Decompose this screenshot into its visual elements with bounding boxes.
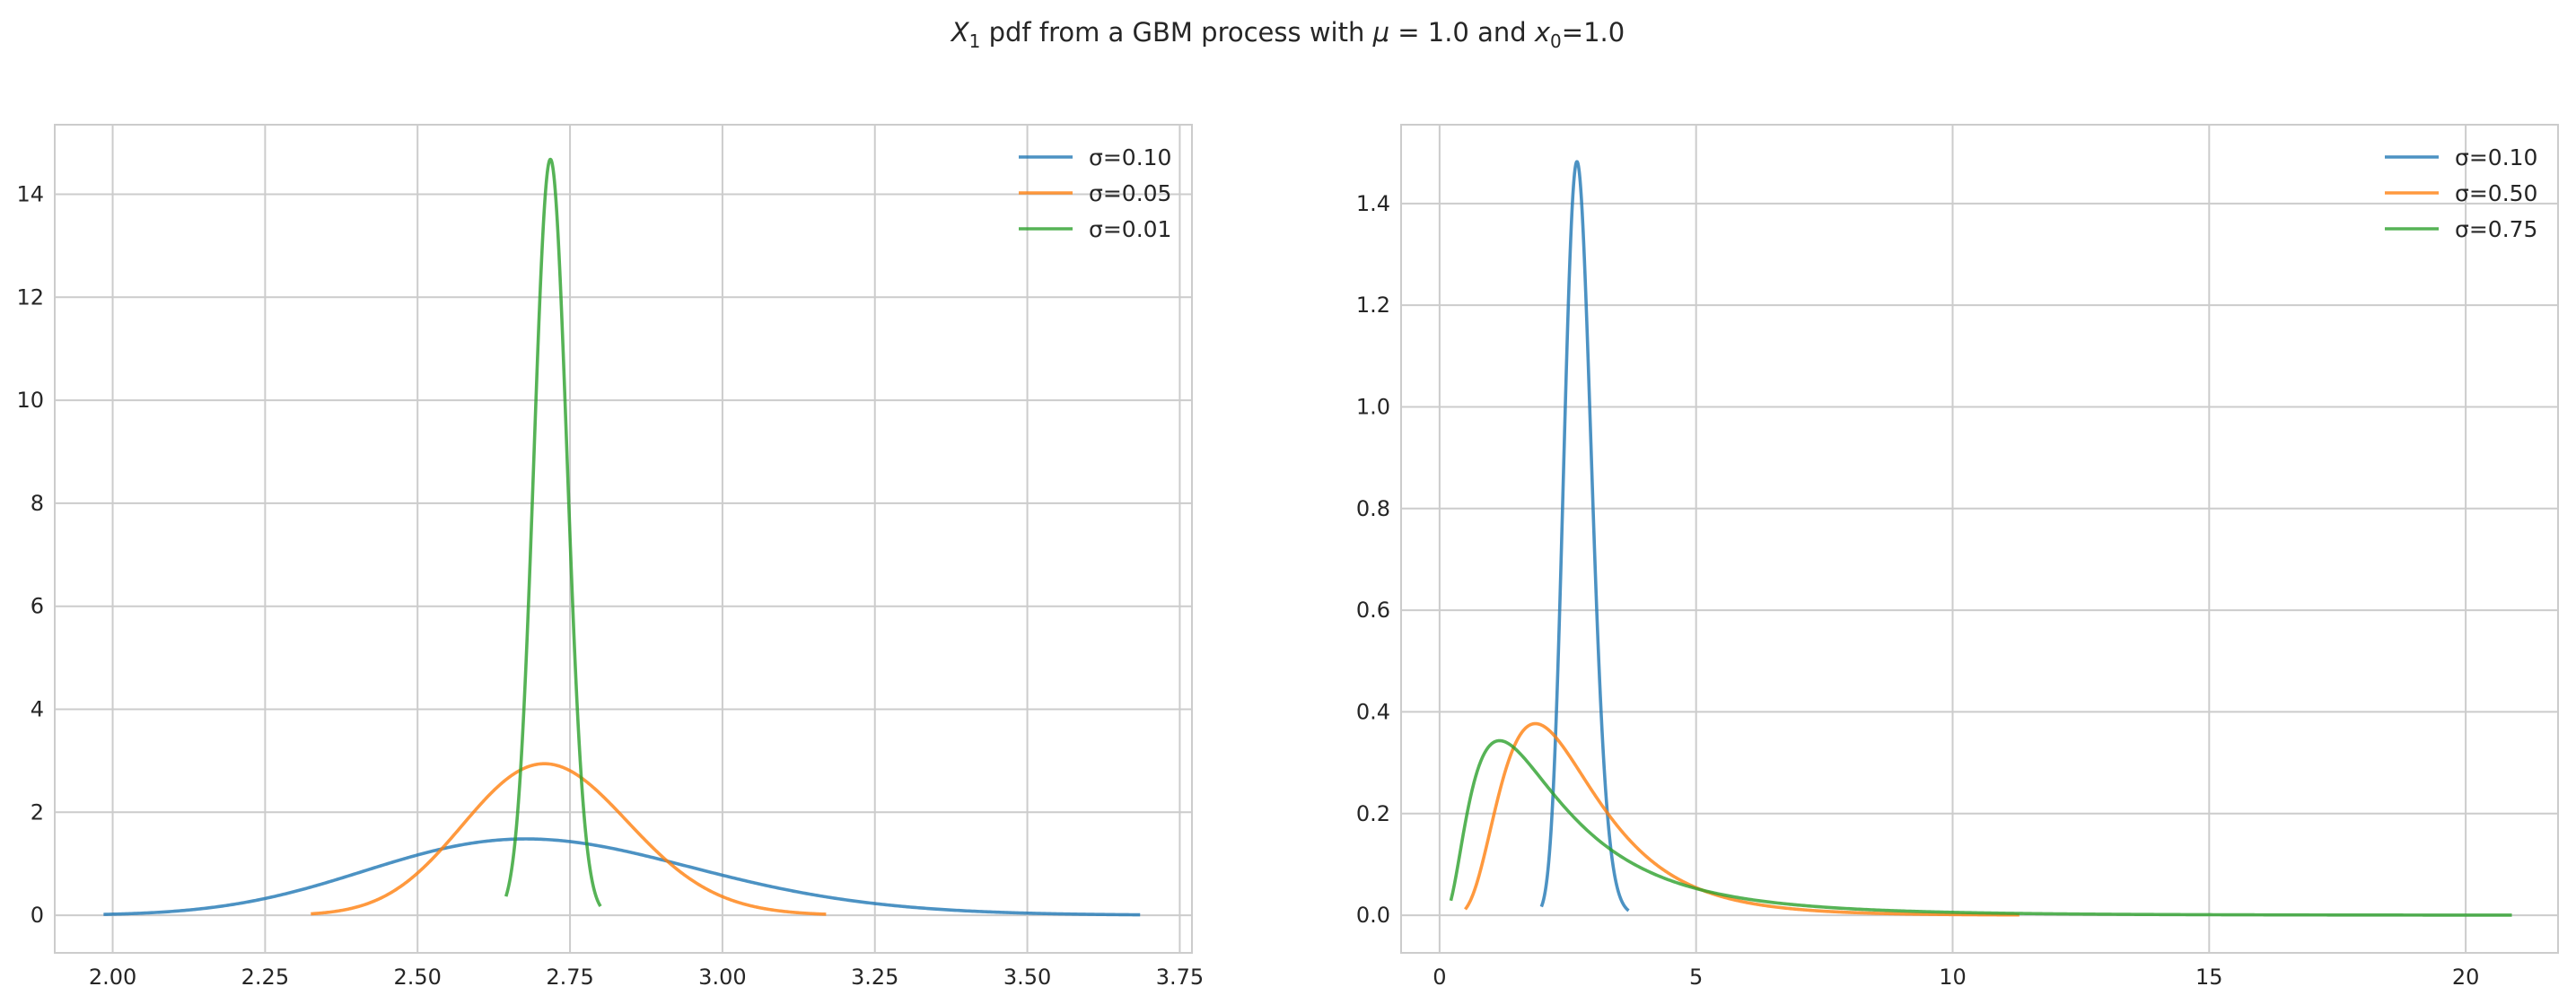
x-tick-label: 3.25 xyxy=(851,965,898,990)
legend-label-0: σ=0.10 xyxy=(2455,144,2537,170)
legend-label-2: σ=0.01 xyxy=(1089,216,1171,242)
x-tick-label: 3.75 xyxy=(1156,965,1204,990)
series-line-1 xyxy=(1464,721,2020,917)
y-tick-label: 0.8 xyxy=(1356,496,1390,521)
series-line-2 xyxy=(1449,738,2512,917)
series-line-0 xyxy=(1539,160,1631,912)
title-x: x xyxy=(1534,17,1551,48)
x-tick-label: 2.25 xyxy=(241,965,289,990)
left-chart-panel: 2.00 2.25 2.50 2.75 3.00 3.25 3.50 3.75 0 2 4 6 8 10 1… xyxy=(16,124,1204,990)
title-var: X xyxy=(950,17,970,48)
series-line-0 xyxy=(103,837,1141,917)
y-tick-label: 0.0 xyxy=(1356,903,1390,928)
axes-frame xyxy=(1400,124,2559,954)
x-tick-label: 2.75 xyxy=(546,965,593,990)
legend-label-0: σ=0.10 xyxy=(1089,144,1171,170)
y-tick-label: 0 xyxy=(31,903,44,928)
title-x-sub: 0 xyxy=(1550,31,1562,52)
x-tick-label: 3.50 xyxy=(1003,965,1051,990)
title-sub: 1 xyxy=(969,31,981,52)
y-tick-label: 1.2 xyxy=(1356,292,1390,318)
legend-label-2: σ=0.75 xyxy=(2455,216,2537,242)
x-tick-label: 15 xyxy=(2195,965,2223,990)
series-line-1 xyxy=(310,762,828,916)
y-tick-label: 10 xyxy=(16,388,44,413)
y-tick-label: 8 xyxy=(31,491,44,516)
x-tick-label: 2.00 xyxy=(89,965,136,990)
series-line-2 xyxy=(504,157,602,908)
figure-title: X1 pdf from a GBM process with μ = 1.0 a… xyxy=(950,17,1625,52)
title-x-val: =1.0 xyxy=(1562,17,1625,48)
y-tick-label: 1.4 xyxy=(1356,191,1390,216)
x-tick-label: 5 xyxy=(1689,965,1703,990)
x-tick-label: 20 xyxy=(2452,965,2480,990)
legend-label-1: σ=0.50 xyxy=(2455,180,2537,206)
y-tick-label: 0.6 xyxy=(1356,598,1390,623)
x-tick-label: 0 xyxy=(1433,965,1446,990)
y-tick-label: 14 xyxy=(16,181,44,206)
title-mu-val: = 1.0 and xyxy=(1389,17,1535,48)
title-mid: pdf from a GBM process with xyxy=(980,17,1372,48)
axes-frame xyxy=(54,124,1193,954)
y-tick-label: 0.4 xyxy=(1356,699,1390,724)
right-chart-panel: 0 5 10 15 20 0.0 0.2 0.4 0.6 0.8 1.0 1.2 1.4 σ=0.10 σ=… xyxy=(1356,124,2559,990)
y-tick-label: 2 xyxy=(31,799,44,825)
title-mu: μ xyxy=(1372,17,1389,48)
x-tick-label: 2.50 xyxy=(393,965,441,990)
y-tick-label: 12 xyxy=(16,284,44,310)
y-tick-label: 0.2 xyxy=(1356,801,1390,826)
y-tick-label: 1.0 xyxy=(1356,394,1390,419)
y-tick-label: 6 xyxy=(31,594,44,619)
y-tick-label: 4 xyxy=(31,696,44,721)
x-tick-label: 3.00 xyxy=(698,965,746,990)
x-tick-label: 10 xyxy=(1939,965,1967,990)
legend-label-1: σ=0.05 xyxy=(1089,180,1171,206)
